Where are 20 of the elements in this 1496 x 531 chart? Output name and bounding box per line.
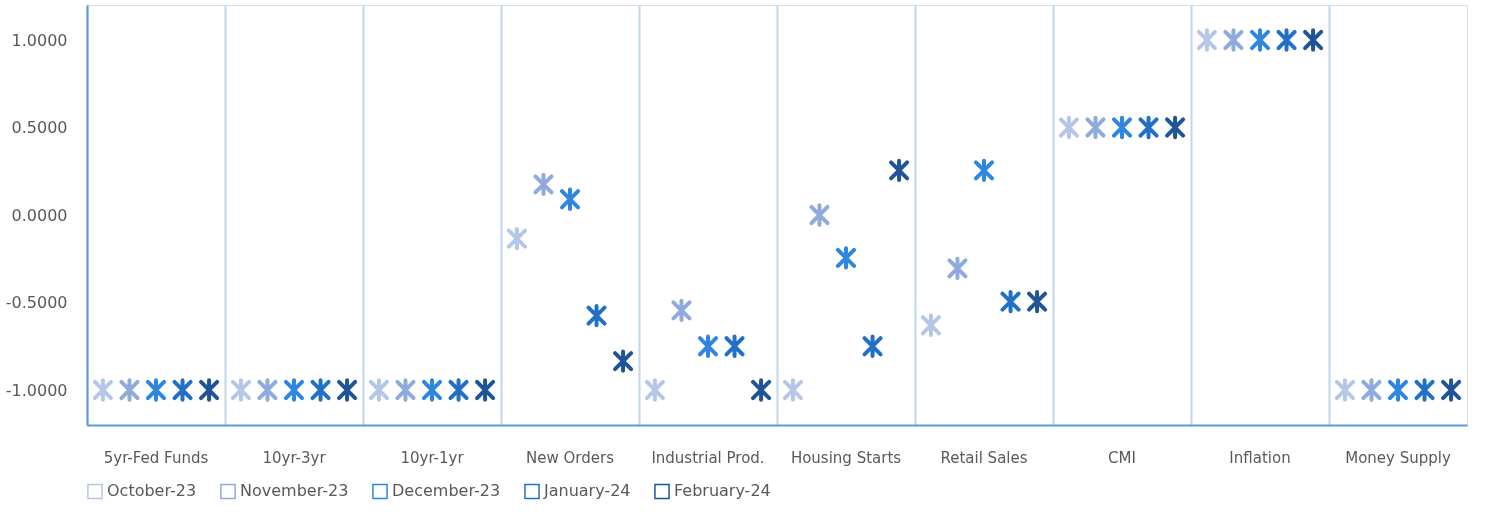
x-tick-label: 10yr-1yr (400, 448, 465, 467)
x-tick-label: Housing Starts (790, 448, 902, 467)
x-tick-label: Inflation (1229, 448, 1291, 467)
legend-label: October-23 (107, 481, 197, 501)
y-tick-label: -1.0000 (5, 380, 68, 400)
x-tick-label: 5yr-Fed Funds (103, 448, 209, 467)
y-tick-label: -0.5000 (5, 293, 68, 312)
y-tick-label: 0.0000 (11, 205, 68, 225)
legend-label: December-23 (392, 481, 501, 501)
x-tick-label: Industrial Prod. (651, 448, 765, 467)
legend-label: January-24 (543, 481, 631, 501)
y-tick-label: 1.0000 (11, 30, 68, 50)
x-tick-label: New Orders (526, 448, 615, 467)
legend-label: February-24 (674, 481, 771, 501)
legend-label: November-23 (240, 481, 349, 501)
x-tick-label: CMI (1108, 448, 1136, 467)
x-tick-label: Retail Sales (940, 448, 1028, 467)
y-tick-label: 0.5000 (11, 118, 68, 137)
x-tick-label: Money Supply (1345, 448, 1451, 467)
x-tick-label: 10yr-3yr (262, 448, 327, 467)
